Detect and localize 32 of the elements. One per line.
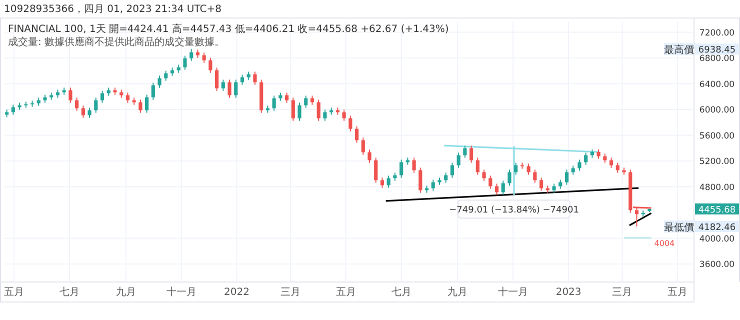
text: 成交量: 數據供應商不提供此商品的成交量數據。 [8, 36, 225, 48]
x-tick-label: 2022 [224, 287, 250, 298]
chart-title: FINANCIAL 100, 1天 開=4424.41 高=4457.43 低=4406.21 收=4455.68 +62.67 (+1.43%) [8, 23, 449, 35]
x-tick-label: 十一月 [166, 286, 196, 298]
text: 6938.45 [698, 46, 736, 56]
annotation: −749.01 (−13.84%) −74901 [449, 206, 579, 216]
annotation: 最高價 [664, 44, 694, 56]
x-tick-label: 九月 [448, 286, 468, 298]
text: 10928935366，四月 01, 2023 21:34 UTC+8 [4, 4, 222, 15]
y-tick-label: 6400.00 [699, 80, 735, 90]
y-tick-label: 4800.00 [699, 182, 735, 193]
x-tick-label: 五月 [4, 287, 24, 298]
annotation: 4004 [654, 238, 675, 248]
annotation: 最低價 [664, 222, 694, 234]
x-tick-label: 七月 [391, 286, 412, 298]
x-tick-label: 五月 [668, 287, 688, 298]
y-tick-label: 6000.00 [699, 106, 735, 116]
y-tick-label: 6800.00 [699, 54, 735, 64]
x-tick-label: 七月 [60, 286, 80, 298]
y-tick-label: 3600.00 [699, 260, 735, 270]
y-tick-label: 4000.00 [699, 234, 735, 244]
text: 4182.46 [698, 222, 736, 233]
x-tick-label: 十一月 [498, 286, 528, 298]
y-tick-label: 7200.00 [699, 28, 735, 38]
text: 4455.68 [698, 205, 736, 216]
x-tick-label: 2023 [556, 287, 582, 298]
y-tick-label: 5200.00 [699, 157, 735, 168]
x-tick-label: 九月 [116, 286, 136, 298]
y-tick-label: 5600.00 [699, 131, 735, 142]
x-tick-label: 五月 [336, 287, 356, 298]
x-tick-label: 三月 [612, 287, 632, 298]
x-tick-label: 三月 [280, 287, 300, 298]
